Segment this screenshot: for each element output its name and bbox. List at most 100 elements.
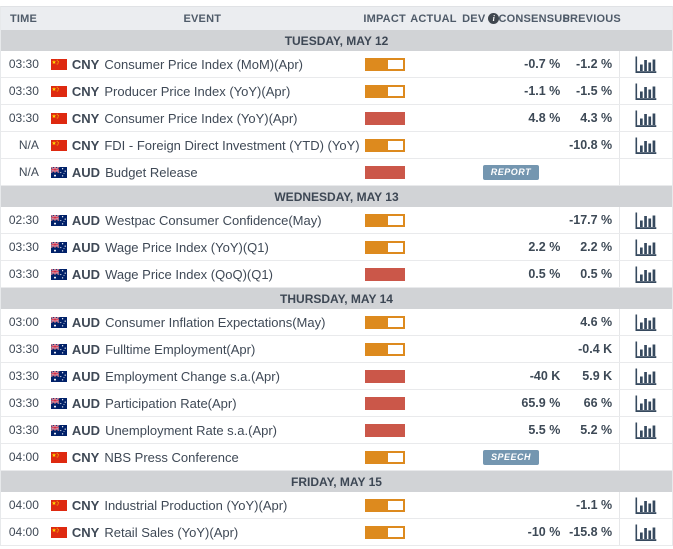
impact-meter	[364, 525, 405, 539]
chart-cell	[619, 417, 672, 443]
event-row[interactable]: N/A AUD Budget Release	[1, 159, 672, 186]
consensus-cell: -10 %	[527, 525, 561, 539]
day-rows: 04:00 CNY Industrial Production (YoY)(Ap…	[1, 492, 672, 546]
flag-china-icon	[50, 499, 67, 511]
impact-meter	[364, 396, 405, 410]
event-row[interactable]: 03:30 AUD Wage Price Index (YoY)(Q1)	[1, 234, 672, 261]
chart-icon[interactable]	[635, 212, 657, 229]
date-row-label: WEDNESDAY, MAY 13	[274, 189, 399, 204]
chart-cell	[619, 78, 672, 104]
event-row[interactable]: 03:30 AUD Unemployment Rate s.a.(Apr)	[1, 417, 672, 444]
impact-meter	[364, 369, 405, 383]
event-name: FDI - Foreign Direct Investment (YTD) (Y…	[104, 137, 360, 153]
previous-cell: 2.2 %	[580, 240, 613, 254]
event-name: Budget Release	[105, 164, 198, 180]
chart-icon[interactable]	[635, 395, 657, 412]
calendar-body: TUESDAY, MAY 12 03:30 CNY Consumer Price…	[1, 30, 672, 546]
chart-cell	[619, 132, 672, 158]
impact-meter	[364, 450, 405, 464]
previous-cell: -17.7 %	[569, 213, 613, 227]
chart-cell	[619, 105, 672, 131]
time-cell: 02:30	[8, 213, 39, 227]
chart-icon[interactable]	[635, 314, 657, 331]
event-badge[interactable]: SPEECH	[482, 449, 539, 465]
day-section: FRIDAY, MAY 15 04:00 CNY Industrial Prod…	[1, 471, 672, 546]
chart-cell	[619, 336, 672, 362]
chart-icon[interactable]	[635, 266, 657, 283]
impact-cell	[360, 138, 410, 152]
impact-meter	[364, 315, 405, 329]
event-cell: AUD Consumer Inflation Expectations(May)	[45, 315, 360, 330]
previous-cell: -1.2 %	[576, 57, 613, 71]
chart-icon[interactable]	[635, 83, 657, 100]
event-name: Fulltime Employment(Apr)	[105, 341, 256, 357]
event-name: Consumer Price Index (YoY)(Apr)	[104, 110, 298, 126]
impact-meter	[364, 240, 405, 254]
date-row: WEDNESDAY, MAY 13	[1, 186, 672, 207]
chart-cell	[619, 492, 672, 518]
event-name: Employment Change s.a.(Apr)	[105, 368, 280, 384]
impact-cell	[360, 396, 410, 410]
event-row[interactable]: 04:00 CNY Retail Sales (YoY)(Apr) -10 % …	[1, 519, 672, 546]
chart-icon[interactable]	[635, 110, 657, 127]
day-rows: 03:30 CNY Consumer Price Index (MoM)(Apr…	[1, 51, 672, 186]
impact-cell	[360, 315, 410, 329]
event-name: Industrial Production (YoY)(Apr)	[104, 497, 288, 513]
previous-cell: -0.4 K	[578, 342, 613, 356]
event-row[interactable]: 03:30 AUD Employment Change s.a.(Apr)	[1, 363, 672, 390]
event-row[interactable]: 03:30 CNY Consumer Price Index (YoY)(Apr…	[1, 105, 672, 132]
chart-icon[interactable]	[635, 524, 657, 541]
chart-icon[interactable]	[635, 341, 657, 358]
chart-cell	[619, 234, 672, 260]
event-name: Consumer Price Index (MoM)(Apr)	[104, 56, 303, 72]
date-row-label: TUESDAY, MAY 12	[284, 33, 389, 48]
event-name: Unemployment Rate s.a.(Apr)	[105, 422, 278, 438]
time-cell: 04:00	[8, 525, 39, 539]
flag-australia-icon	[50, 316, 67, 328]
chart-icon[interactable]	[635, 368, 657, 385]
chart-icon[interactable]	[635, 56, 657, 73]
event-row[interactable]: 03:30 AUD Wage Price Index (QoQ)(Q1)	[1, 261, 672, 288]
time-cell: 03:30	[8, 342, 39, 356]
economic-calendar: TIME EVENT IMPACT ACTUAL DEV i CONSENSUS…	[0, 6, 673, 546]
event-row[interactable]: 04:00 CNY NBS Press Conference SPEECH	[1, 444, 672, 471]
currency-code: AUD	[71, 164, 101, 180]
event-cell: CNY Industrial Production (YoY)(Apr)	[45, 498, 360, 513]
flag-australia-icon	[50, 343, 67, 355]
previous-cell: 66 %	[583, 396, 613, 410]
currency-code: CNY	[71, 137, 100, 153]
flag-australia-icon	[50, 166, 67, 178]
previous-cell: -1.1 %	[576, 498, 613, 512]
event-row[interactable]: 03:30 AUD Participation Rate(Apr)	[1, 390, 672, 417]
impact-cell	[360, 240, 410, 254]
chart-icon[interactable]	[635, 497, 657, 514]
flag-china-icon	[50, 139, 67, 151]
event-badge[interactable]: REPORT	[482, 164, 540, 180]
time-cell: 04:00	[8, 498, 39, 512]
consensus-cell: 2.2 %	[528, 240, 561, 254]
previous-cell: 4.6 %	[580, 315, 613, 329]
impact-meter	[364, 423, 405, 437]
impact-meter	[364, 111, 405, 125]
event-row[interactable]: 03:30 CNY Consumer Price Index (MoM)(Apr…	[1, 51, 672, 78]
chart-icon[interactable]	[635, 137, 657, 154]
currency-code: CNY	[71, 56, 100, 72]
date-row: THURSDAY, MAY 14	[1, 288, 672, 309]
chart-icon[interactable]	[635, 422, 657, 439]
chart-icon[interactable]	[635, 239, 657, 256]
chart-cell	[619, 207, 672, 233]
dev-info-icon[interactable]: i	[488, 13, 500, 24]
event-row[interactable]: 02:30 AUD Westpac Consumer Confidence(Ma…	[1, 207, 672, 234]
previous-cell: 4.3 %	[580, 111, 613, 125]
impact-meter	[364, 342, 405, 356]
flag-china-icon	[50, 526, 67, 538]
event-row[interactable]: 04:00 CNY Industrial Production (YoY)(Ap…	[1, 492, 672, 519]
impact-cell	[360, 423, 410, 437]
col-header-previous: PREVIOUS	[562, 12, 621, 25]
event-name: Consumer Inflation Expectations(May)	[105, 314, 326, 330]
time-cell: 03:30	[8, 84, 39, 98]
event-row[interactable]: N/A CNY FDI - Foreign Direct Investment …	[1, 132, 672, 159]
event-row[interactable]: 03:30 CNY Producer Price Index (YoY)(Apr…	[1, 78, 672, 105]
event-row[interactable]: 03:30 AUD Fulltime Employment(Apr)	[1, 336, 672, 363]
event-row[interactable]: 03:00 AUD Consumer Inflation Expectation…	[1, 309, 672, 336]
